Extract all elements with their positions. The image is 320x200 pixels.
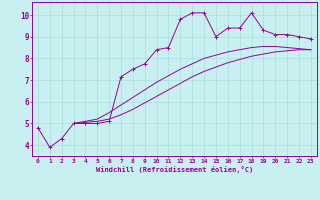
X-axis label: Windchill (Refroidissement éolien,°C): Windchill (Refroidissement éolien,°C) bbox=[96, 166, 253, 173]
